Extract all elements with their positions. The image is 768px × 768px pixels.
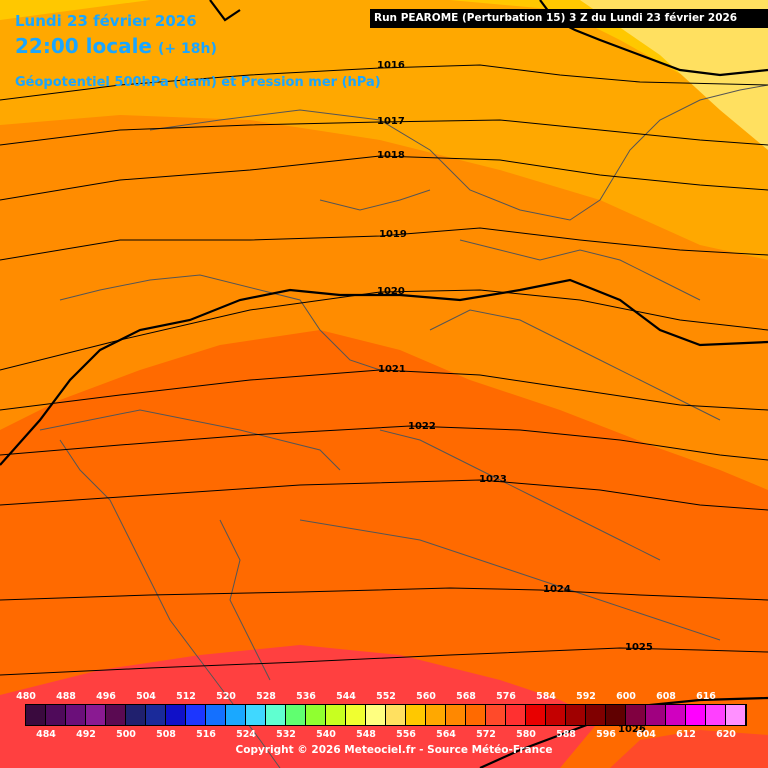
colorbar-swatch: [546, 705, 565, 725]
forecast-local-time: 22:00 locale: [15, 34, 152, 58]
colorbar-label-top: 480: [16, 691, 36, 702]
colorbar-swatch: [586, 705, 605, 725]
colorbar-label-bottom: 596: [596, 729, 616, 740]
colorbar-label-bottom: 508: [156, 729, 176, 740]
colorbar-swatch: [686, 705, 705, 725]
isobar-label-1016: 1016: [377, 60, 405, 71]
colorbar-label-bottom: 492: [76, 729, 96, 740]
colorbar-swatch: [726, 705, 745, 725]
colorbar-swatch: [186, 705, 205, 725]
isobar-label-1024: 1024: [543, 584, 571, 595]
isobar-label-1017: 1017: [377, 116, 405, 127]
colorbar-swatch: [306, 705, 325, 725]
colorbar-label-top: 560: [416, 691, 436, 702]
colorbar-label-bottom: 532: [276, 729, 296, 740]
colorbar-swatch: [526, 705, 545, 725]
copyright-text: Copyright © 2026 Meteociel.fr - Source M…: [235, 744, 553, 756]
colorbar-swatch: [466, 705, 485, 725]
colorbar-label-top: 576: [496, 691, 516, 702]
coastlines: [39, 84, 768, 768]
colorbar-swatch: [246, 705, 265, 725]
isobar-label-1019: 1019: [379, 229, 407, 240]
parameter-title: Géopotentiel 500hPa (dam) et Pression me…: [15, 75, 381, 90]
colorbar-label-bottom: 556: [396, 729, 416, 740]
colorbar-label-bottom: 564: [436, 729, 456, 740]
colorbar-label-bottom: 580: [516, 729, 536, 740]
colorbar-label-top: 592: [576, 691, 596, 702]
run-info-bar: Run PEAROME (Perturbation 15) 3 Z du Lun…: [370, 9, 768, 28]
colorbar-swatch: [706, 705, 725, 725]
colorbar-swatch: [226, 705, 245, 725]
colorbar-label-top: 568: [456, 691, 476, 702]
band-552: [580, 0, 768, 150]
colorbar-label-top: 536: [296, 691, 316, 702]
colorbar-label-top: 520: [216, 691, 236, 702]
isobars: [0, 64, 768, 676]
band-568: [0, 0, 768, 260]
isobar-label-1018: 1018: [377, 150, 405, 161]
colorbar-swatch: [126, 705, 145, 725]
colorbar-swatch: [506, 705, 525, 725]
colorbar-label-bottom: 604: [636, 729, 656, 740]
colorbar-swatch: [26, 705, 45, 725]
colorbar-swatch: [446, 705, 465, 725]
isobar-label-1022: 1022: [408, 421, 436, 432]
forecast-lead: (+ 18h): [158, 41, 217, 57]
colorbar-swatch: [266, 705, 285, 725]
colorbar-label-top: 488: [56, 691, 76, 702]
colorbar-label-bottom: 524: [236, 729, 256, 740]
colorbar-label-top: 552: [376, 691, 396, 702]
isobar-label-1021: 1021: [378, 364, 406, 375]
colorbar-label-bottom: 548: [356, 729, 376, 740]
colorbar-swatch: [286, 705, 305, 725]
colorbar-label-bottom: 484: [36, 729, 56, 740]
colorbar-swatch: [166, 705, 185, 725]
colorbar-swatch: [146, 705, 165, 725]
isobar-labels: 1016 1017 1018 1019 1020 1021 1022 1023 …: [377, 60, 653, 735]
colorbar-swatch: [346, 705, 365, 725]
colorbar-swatch: [106, 705, 125, 725]
colorbar-label-bottom: 572: [476, 729, 496, 740]
colorbar-label-bottom: 620: [716, 729, 736, 740]
colorbar-label-top: 608: [656, 691, 676, 702]
band-592-east: [610, 730, 768, 768]
colorbar-swatch: [646, 705, 665, 725]
colorbar-swatch: [666, 705, 685, 725]
colorbar-label-top: 496: [96, 691, 116, 702]
colorbar-swatch: [326, 705, 345, 725]
isobar-label-1020: 1020: [377, 286, 405, 297]
colorbar-swatch: [606, 705, 625, 725]
colorbar-swatch: [626, 705, 645, 725]
colorbar-swatch: [566, 705, 585, 725]
colorbar-swatch: [206, 705, 225, 725]
colorbar-label-bottom: 588: [556, 729, 576, 740]
colorbar-swatch: [386, 705, 405, 725]
forecast-time: 22:00 locale (+ 18h): [15, 34, 217, 58]
colorbar-swatch: [366, 705, 385, 725]
colorbar-label-bottom: 612: [676, 729, 696, 740]
colorbar-swatch: [406, 705, 425, 725]
colorbar-label-bottom: 500: [116, 729, 136, 740]
colorbar-label-top: 616: [696, 691, 716, 702]
isobar-label-1026: 1026: [618, 724, 646, 735]
colorbar-label-bottom: 516: [196, 729, 216, 740]
colorbar: 480 488 496 504 512 520 528 536 544 552 560 568 576 5…: [16, 691, 747, 740]
colorbar-label-top: 504: [136, 691, 156, 702]
colorbar-label-bottom: 540: [316, 729, 336, 740]
colorbar-label-top: 544: [336, 691, 356, 702]
colorbar-swatch: [66, 705, 85, 725]
forecast-date: Lundi 23 février 2026: [15, 12, 197, 30]
colorbar-label-top: 512: [176, 691, 196, 702]
colorbar-swatch: [86, 705, 105, 725]
colorbar-label-top: 584: [536, 691, 556, 702]
isobar-label-1025: 1025: [625, 642, 653, 653]
colorbar-label-top: 600: [616, 691, 636, 702]
isobar-label-1023: 1023: [479, 474, 507, 485]
colorbar-swatch: [486, 705, 505, 725]
colorbar-label-top: 528: [256, 691, 276, 702]
colorbar-swatch: [46, 705, 65, 725]
colorbar-swatch: [426, 705, 445, 725]
